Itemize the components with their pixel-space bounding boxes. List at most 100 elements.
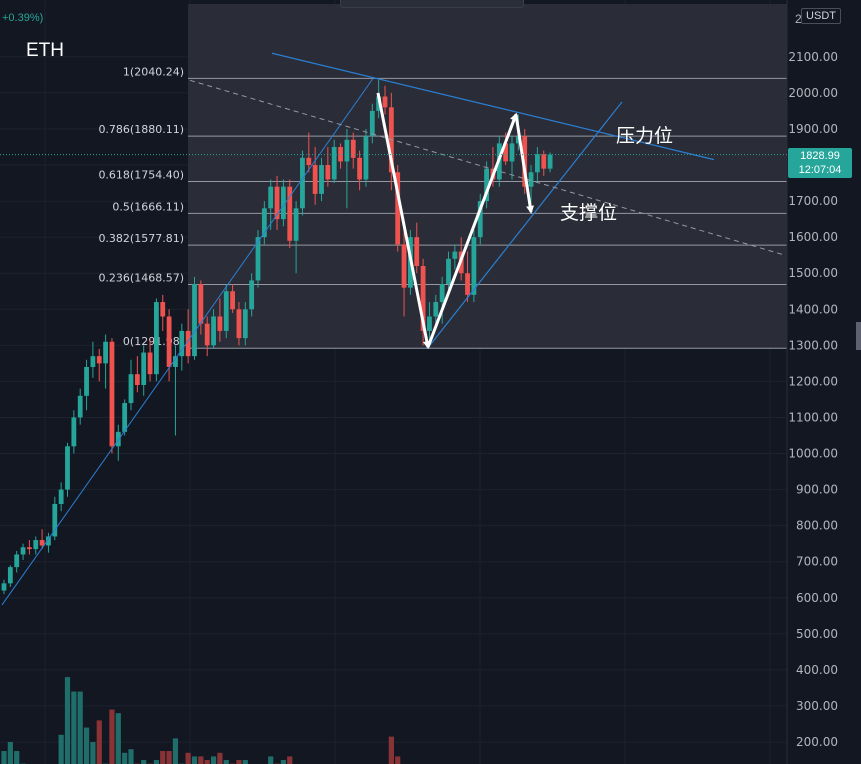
candle-body xyxy=(484,168,489,202)
candle-body xyxy=(528,172,534,187)
volume-bar xyxy=(191,756,198,764)
candle-body xyxy=(236,309,242,339)
fib-level-label: 1(2040.24) xyxy=(123,65,184,78)
candle-body xyxy=(96,356,102,364)
support-label: 支撑位 xyxy=(560,202,617,224)
candle-body xyxy=(20,547,26,555)
resistance-line xyxy=(271,52,715,161)
axis-scroll-handle[interactable] xyxy=(856,322,861,350)
volume-bar xyxy=(268,756,274,764)
candle-body xyxy=(223,291,229,331)
candle-body xyxy=(192,284,197,357)
candle-body xyxy=(293,208,299,241)
fib-level-label: 0.236(1468.57) xyxy=(98,272,184,285)
candle-body xyxy=(471,237,477,295)
uptrend-line xyxy=(1,78,374,606)
candle-body xyxy=(509,143,515,162)
price-tick-label: 1500.00 xyxy=(788,266,838,280)
candle-body xyxy=(109,341,115,447)
price-tick-label: 1300.00 xyxy=(788,338,838,352)
price-axis[interactable]: 200.00 300.00 400.00 500.00 600.00 700.00 800.… xyxy=(786,0,861,764)
candle-body xyxy=(141,352,147,386)
candle-body xyxy=(477,201,483,238)
price-tick-label: 300.00 xyxy=(796,699,838,713)
candle-body xyxy=(338,147,343,162)
price-tick-label: 1700.00 xyxy=(788,194,838,208)
currency-unit[interactable]: USDT xyxy=(801,8,841,24)
candle-body xyxy=(134,374,140,386)
volume-bar xyxy=(64,677,71,764)
volume-bar xyxy=(242,760,248,764)
fib-level-label: 0(1291.98) xyxy=(123,335,184,348)
volume-bar xyxy=(217,752,223,764)
volume-bar xyxy=(115,713,121,764)
candle-body xyxy=(382,96,388,108)
candle-body xyxy=(58,489,64,505)
candle-body xyxy=(173,356,178,367)
candle-body xyxy=(255,237,261,281)
candle-body xyxy=(369,110,375,137)
price-tick-label: 1400.00 xyxy=(788,302,838,316)
candle-body xyxy=(1,583,7,591)
fib-level-label: 0.382(1577.81) xyxy=(98,232,184,245)
volume-bar xyxy=(166,751,172,764)
price-tick-label: 500.00 xyxy=(796,627,838,641)
volume-bar xyxy=(395,756,401,764)
candle-body xyxy=(261,208,267,238)
volume-bar xyxy=(83,727,90,764)
candle-body xyxy=(395,172,401,245)
volume-bar xyxy=(388,736,394,764)
price-change: +0.39%) xyxy=(2,12,44,24)
candle-body xyxy=(27,547,32,550)
top-toolbar-handle[interactable] xyxy=(340,0,524,8)
price-tick-label: 1000.00 xyxy=(788,447,838,461)
trend-drawings xyxy=(1,52,786,606)
candle-body xyxy=(154,302,159,375)
candle-body xyxy=(312,165,318,194)
resistance-label: 压力位 xyxy=(616,125,673,147)
fib-level-label: 0.618(1754.40) xyxy=(98,168,184,181)
symbol-title: ETH xyxy=(26,40,64,61)
candle-body xyxy=(39,540,45,546)
candle-body xyxy=(503,143,509,162)
volume-bar xyxy=(204,760,210,764)
price-tick-label: 1900.00 xyxy=(788,122,838,136)
candle-body xyxy=(33,540,39,550)
candle-body xyxy=(179,330,185,357)
candle-body xyxy=(433,302,439,317)
candle-body xyxy=(535,154,540,173)
price-tick-label: 1200.00 xyxy=(788,374,838,388)
price-tick-label: 200.00 xyxy=(796,735,838,749)
candle-body xyxy=(147,352,153,375)
candle-body xyxy=(547,154,553,169)
candle-body xyxy=(420,266,426,331)
candle-body xyxy=(515,136,521,144)
candle-body xyxy=(122,403,128,432)
candle-body xyxy=(414,237,420,267)
candle-body xyxy=(541,154,547,169)
price-tick-label: 600.00 xyxy=(796,591,838,605)
candle-body xyxy=(84,366,89,396)
price-tick-label: 400.00 xyxy=(796,663,838,677)
price-tick-label: 2000.00 xyxy=(788,86,838,100)
candle-body xyxy=(242,309,248,339)
candle-body xyxy=(230,291,235,310)
volume-bar xyxy=(160,751,166,764)
candle-body xyxy=(446,258,451,285)
candle-body xyxy=(306,157,312,166)
last-price-tag: 1828.99 12:07:04 xyxy=(788,148,852,178)
volume-bar xyxy=(210,756,217,764)
candle-body xyxy=(350,139,356,158)
price-tick-label: 900.00 xyxy=(796,483,838,497)
volume-bar xyxy=(141,760,147,764)
volume-bar xyxy=(128,749,134,764)
candle-body xyxy=(452,251,458,259)
price-tick-label: 1600.00 xyxy=(788,230,838,244)
volume-bar xyxy=(287,756,293,764)
candle-body xyxy=(465,273,470,295)
price-axis-bg xyxy=(787,0,861,764)
candle-body xyxy=(331,147,337,180)
volume-bar xyxy=(7,742,13,764)
candle-body xyxy=(287,186,293,241)
